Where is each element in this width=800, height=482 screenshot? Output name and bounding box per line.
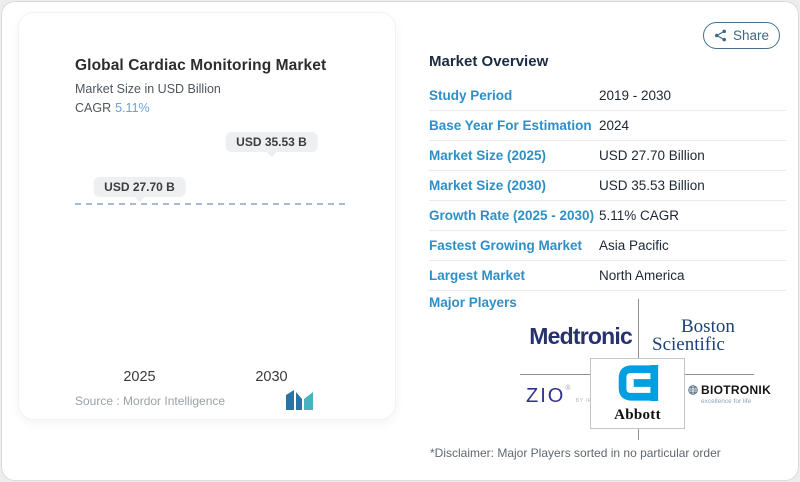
row-label: Growth Rate (2025 - 2030) xyxy=(429,208,595,223)
abbott-a-icon xyxy=(616,365,660,406)
table-row: Fastest Growing Market Asia Pacific xyxy=(429,231,786,261)
major-players-label: Major Players xyxy=(429,295,517,310)
boston-scientific-line2: Scientific xyxy=(652,334,725,355)
row-label: Fastest Growing Market xyxy=(429,238,583,253)
abbott-wordmark: Abbott xyxy=(614,407,661,423)
row-label: Market Size (2030) xyxy=(429,178,547,193)
row-label: Largest Market xyxy=(429,268,526,283)
share-icon xyxy=(714,29,727,42)
reference-dashed-line xyxy=(75,202,349,205)
bar-group-2025: USD 27.70 B 2025 xyxy=(93,176,186,385)
source-attribution: Source : Mordor Intelligence xyxy=(75,394,226,408)
boston-scientific-logo: Boston Scientific xyxy=(652,316,735,355)
row-value: 2024 xyxy=(599,118,630,133)
chart-panel: Global Cardiac Monitoring Market Market … xyxy=(18,12,396,420)
cagr-label: CAGR xyxy=(75,101,112,115)
chart-title: Global Cardiac Monitoring Market xyxy=(75,57,327,74)
biotronik-wordmark: BIOTRONIK xyxy=(701,383,772,397)
row-label: Market Size (2025) xyxy=(429,148,547,163)
x-tick-2030: 2030 xyxy=(255,369,288,385)
table-row: Largest Market North America xyxy=(429,261,786,291)
mordor-intelligence-logo xyxy=(286,390,314,415)
market-overview-table: Study Period 2019 - 2030 Base Year For E… xyxy=(429,81,786,291)
x-tick-2025: 2025 xyxy=(123,369,156,385)
share-button-label: Share xyxy=(732,28,770,43)
biotronik-globe-icon xyxy=(688,385,698,395)
logo-grid-divider-vertical xyxy=(638,299,639,359)
boston-scientific-line1: Boston xyxy=(681,316,735,337)
share-button[interactable]: Share xyxy=(703,22,780,49)
disclaimer-text: *Disclaimer: Major Players sorted in no … xyxy=(430,446,721,460)
row-value: USD 35.53 Billion xyxy=(599,178,705,193)
table-row: Study Period 2019 - 2030 xyxy=(429,81,786,111)
row-value: 5.11% CAGR xyxy=(599,208,680,223)
abbott-logo-card: Abbott xyxy=(590,358,685,429)
chart-cagr: CAGR 5.11% xyxy=(75,101,150,115)
row-value: Asia Pacific xyxy=(599,238,669,253)
medtronic-logo: Medtronic xyxy=(529,323,633,349)
row-value: 2019 - 2030 xyxy=(599,88,672,103)
market-overview-title: Market Overview xyxy=(429,53,549,70)
logo-grid-divider-vertical-lower xyxy=(638,429,639,440)
table-row: Market Size (2030) USD 35.53 Billion xyxy=(429,171,786,201)
row-value: North America xyxy=(599,268,685,283)
biotronik-tagline: excellence for life xyxy=(701,398,752,405)
zio-registered-mark: ® xyxy=(565,385,573,392)
bar-group-2030: USD 35.53 B 2030 xyxy=(225,132,318,385)
chart-subtitle: Market Size in USD Billion xyxy=(75,82,221,96)
bar-label-2025: USD 27.70 B xyxy=(93,176,186,197)
table-row: Growth Rate (2025 - 2030) 5.11% CAGR xyxy=(429,201,786,231)
row-value: USD 27.70 Billion xyxy=(599,148,705,163)
table-row: Base Year For Estimation 2024 xyxy=(429,111,786,141)
bar-label-2030: USD 35.53 B xyxy=(225,132,318,152)
biotronik-logo: BIOTRONIK excellence for life xyxy=(688,383,771,405)
cagr-value: 5.11% xyxy=(115,101,150,115)
row-label: Study Period xyxy=(429,88,513,103)
row-label: Base Year For Estimation xyxy=(429,118,592,133)
zio-wordmark: ZIO xyxy=(526,385,566,407)
table-row: Market Size (2025) USD 27.70 Billion xyxy=(429,141,786,171)
